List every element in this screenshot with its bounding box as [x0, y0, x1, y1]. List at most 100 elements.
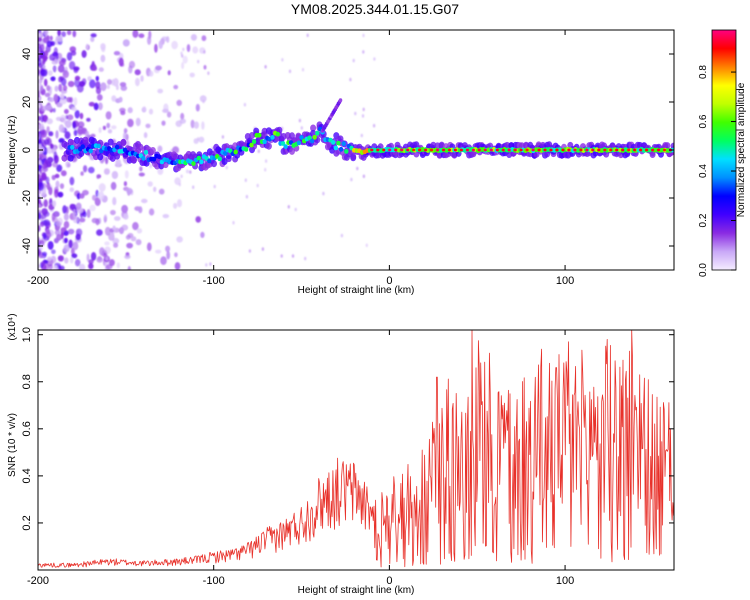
- noise-blob: [123, 213, 129, 220]
- snr-panel: -200 -100 0 100 0.2 0.4 0.6 0.8 1.0 Height of s…: [7, 313, 675, 596]
- noise-blob: [127, 266, 131, 270]
- noise-blob: [50, 255, 57, 264]
- noise-blob: [38, 37, 43, 42]
- noise-blob: [189, 170, 192, 174]
- noise-blob: [72, 216, 79, 224]
- noise-blob: [111, 125, 117, 130]
- ridge-halo: [310, 124, 317, 132]
- colorbar: 0.0 0.2 0.4 0.6 0.8 Normalized spectral ampl…: [698, 29, 747, 277]
- noise-blob: [291, 254, 295, 258]
- noise-blob: [106, 122, 111, 129]
- ridge-cell: [99, 148, 104, 154]
- colorbar-tick-label: 0.6: [698, 114, 709, 128]
- snr-xlabel: Height of straight line (km): [298, 585, 415, 596]
- noise-blob: [162, 214, 170, 219]
- noise-blob: [301, 67, 305, 72]
- snr-multiplier: (x10⁴): [7, 313, 18, 340]
- noise-blob: [161, 120, 166, 126]
- ridge-cell: [280, 141, 286, 146]
- ridge-peak: [453, 148, 457, 152]
- noise-blob: [182, 55, 188, 64]
- noise-blob: [193, 121, 199, 129]
- ridge-cell: [141, 155, 146, 161]
- noise-blob: [100, 82, 107, 92]
- y-tick-label: 0.8: [21, 374, 33, 389]
- noise-blob: [46, 40, 53, 48]
- noise-blob: [38, 83, 44, 92]
- noise-blob: [322, 191, 325, 196]
- figure-title: YM08.2025.344.01.15.G07: [291, 1, 459, 17]
- noise-blob: [62, 85, 68, 91]
- ridge-cell: [157, 154, 162, 160]
- noise-blob: [42, 162, 47, 170]
- noise-blob: [79, 112, 84, 120]
- spectrogram-ridge: [61, 98, 674, 173]
- noise-blob: [199, 95, 207, 103]
- noise-blob: [155, 65, 162, 71]
- noise-blob: [103, 214, 107, 224]
- ridge-cell: [244, 147, 249, 152]
- noise-blob: [49, 35, 53, 41]
- ridge-peak: [561, 148, 565, 152]
- ridge-peak: [549, 148, 553, 152]
- noise-blob: [74, 75, 81, 81]
- noise-blob: [149, 163, 153, 169]
- noise-blob: [118, 57, 124, 67]
- noise-blob: [66, 52, 73, 61]
- ridge-peak: [519, 148, 523, 152]
- ridge-peak: [537, 148, 541, 152]
- noise-blob: [195, 103, 200, 112]
- noise-blob: [69, 176, 75, 186]
- noise-blob: [53, 265, 59, 270]
- noise-blob: [105, 111, 112, 120]
- noise-blob: [373, 57, 376, 61]
- noise-blob: [90, 33, 97, 38]
- noise-blob: [180, 112, 185, 120]
- noise-blob: [166, 36, 170, 43]
- ridge-peak: [465, 148, 469, 152]
- spectrogram-ylabel: Frequency (Hz): [7, 116, 18, 185]
- ridge-cell: [233, 149, 238, 155]
- ridge-cell: [270, 135, 275, 140]
- noise-blob: [141, 198, 148, 204]
- noise-blob: [356, 166, 359, 171]
- noise-blob: [74, 259, 81, 267]
- colorbar-frame: [711, 29, 737, 271]
- noise-blob: [304, 256, 307, 261]
- noise-blob: [40, 114, 44, 123]
- noise-blob: [340, 233, 344, 238]
- noise-blob: [109, 259, 115, 267]
- ridge-halo: [130, 156, 137, 164]
- ridge-peak: [447, 148, 452, 152]
- noise-blob: [38, 164, 43, 170]
- noise-blob: [84, 130, 90, 138]
- ridge-halo: [265, 142, 272, 150]
- noise-blob: [41, 261, 45, 266]
- ridge-peak: [573, 148, 577, 152]
- noise-blob: [130, 236, 137, 242]
- noise-blob: [174, 262, 181, 270]
- noise-blob: [39, 44, 45, 52]
- ridge-cell: [151, 156, 157, 162]
- ridge-peak: [406, 148, 410, 152]
- noise-blob: [225, 165, 228, 170]
- ridge-halo: [114, 152, 121, 160]
- noise-blob: [166, 250, 171, 260]
- noise-blob: [280, 254, 283, 258]
- ridge-peak: [424, 148, 428, 152]
- noise-blob: [72, 208, 76, 218]
- noise-blob: [48, 186, 53, 196]
- noise-blob: [44, 92, 51, 98]
- noise-blob: [136, 228, 143, 234]
- ridge-peak: [495, 148, 499, 152]
- noise-blob: [88, 166, 95, 174]
- noise-blob: [190, 119, 195, 129]
- ridge-peak: [483, 148, 487, 152]
- noise-blob: [207, 71, 210, 75]
- noise-blob: [127, 118, 134, 128]
- noise-blob: [157, 145, 163, 153]
- noise-blob: [43, 199, 48, 208]
- ridge-peak: [376, 148, 380, 152]
- ridge-halo: [107, 138, 114, 146]
- noise-blob: [105, 156, 109, 165]
